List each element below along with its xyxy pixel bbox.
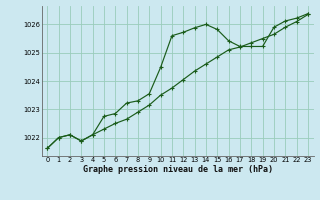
X-axis label: Graphe pression niveau de la mer (hPa): Graphe pression niveau de la mer (hPa) (83, 165, 273, 174)
